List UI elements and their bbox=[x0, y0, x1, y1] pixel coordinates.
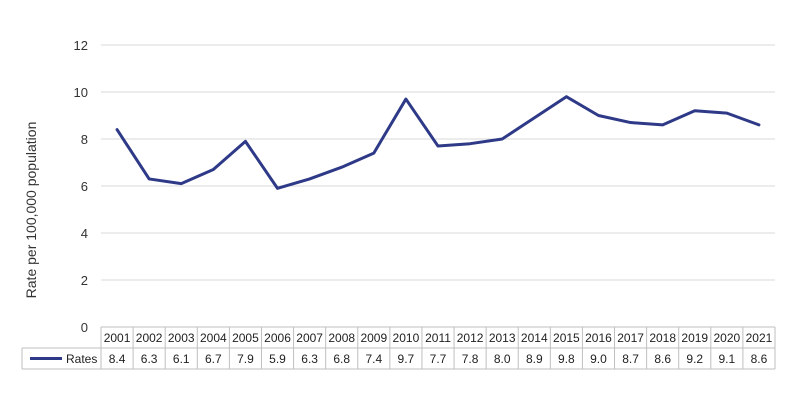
data-label: 6.3 bbox=[141, 352, 158, 366]
series-line-rates bbox=[115, 95, 761, 190]
data-label: 9.7 bbox=[398, 352, 415, 366]
legend-label: Rates bbox=[66, 352, 97, 366]
x-category-label: 2015 bbox=[553, 331, 580, 345]
x-category-label: 2007 bbox=[296, 331, 323, 345]
x-category-label: 2008 bbox=[328, 331, 355, 345]
x-category-label: 2013 bbox=[489, 331, 516, 345]
series-layer bbox=[115, 95, 761, 190]
data-label: 8.7 bbox=[622, 352, 639, 366]
y-axis-ticks: 0 2 4 6 8 10 12 bbox=[74, 38, 88, 335]
x-category-label: 2021 bbox=[746, 331, 773, 345]
x-category-label: 2018 bbox=[649, 331, 676, 345]
x-category-label: 2001 bbox=[104, 331, 131, 345]
data-label: 7.4 bbox=[365, 352, 382, 366]
data-label: 9.2 bbox=[686, 352, 703, 366]
x-category-label: 2012 bbox=[457, 331, 484, 345]
x-category-label: 2003 bbox=[168, 331, 195, 345]
x-category-label: 2010 bbox=[393, 331, 420, 345]
data-label: 8.6 bbox=[654, 352, 671, 366]
y-tick-label: 2 bbox=[81, 273, 88, 288]
x-category-label: 2006 bbox=[264, 331, 291, 345]
data-label: 8.0 bbox=[494, 352, 511, 366]
x-category-label: 2016 bbox=[585, 331, 612, 345]
y-tick-label: 6 bbox=[81, 179, 88, 194]
x-category-label: 2011 bbox=[425, 331, 451, 345]
data-label: 7.8 bbox=[462, 352, 479, 366]
gridlines bbox=[101, 44, 775, 281]
x-category-label: 2020 bbox=[714, 331, 741, 345]
data-label: 9.1 bbox=[719, 352, 736, 366]
y-axis-label: Rate per 100,000 population bbox=[23, 122, 39, 299]
x-category-label: 2019 bbox=[681, 331, 708, 345]
data-table: 2001 8.4 2002 6.3 2003 6.1 2004 6.7 2005 7.9 2006 5… bbox=[21, 326, 776, 370]
x-category-label: 2005 bbox=[232, 331, 259, 345]
data-label: 9.8 bbox=[558, 352, 575, 366]
x-category-label: 2009 bbox=[360, 331, 387, 345]
x-category-label: 2002 bbox=[136, 331, 163, 345]
data-label: 8.9 bbox=[526, 352, 543, 366]
x-category-label: 2004 bbox=[200, 331, 227, 345]
data-label: 7.9 bbox=[237, 352, 254, 366]
y-tick-label: 10 bbox=[74, 85, 88, 100]
y-tick-label: 4 bbox=[81, 226, 88, 241]
x-category-label: 2014 bbox=[521, 331, 548, 345]
data-label: 6.7 bbox=[205, 352, 222, 366]
data-label: 9.0 bbox=[590, 352, 607, 366]
x-category-label: 2017 bbox=[617, 331, 644, 345]
y-tick-label: 8 bbox=[81, 132, 88, 147]
data-label: 6.1 bbox=[173, 352, 190, 366]
data-label: 6.3 bbox=[301, 352, 318, 366]
data-label: 5.9 bbox=[269, 352, 286, 366]
data-label: 8.4 bbox=[109, 352, 126, 366]
data-label: 7.7 bbox=[430, 352, 447, 366]
y-tick-label: 0 bbox=[81, 320, 88, 335]
data-label: 8.6 bbox=[751, 352, 768, 366]
data-label: 6.8 bbox=[333, 352, 350, 366]
y-tick-label: 12 bbox=[74, 38, 88, 53]
